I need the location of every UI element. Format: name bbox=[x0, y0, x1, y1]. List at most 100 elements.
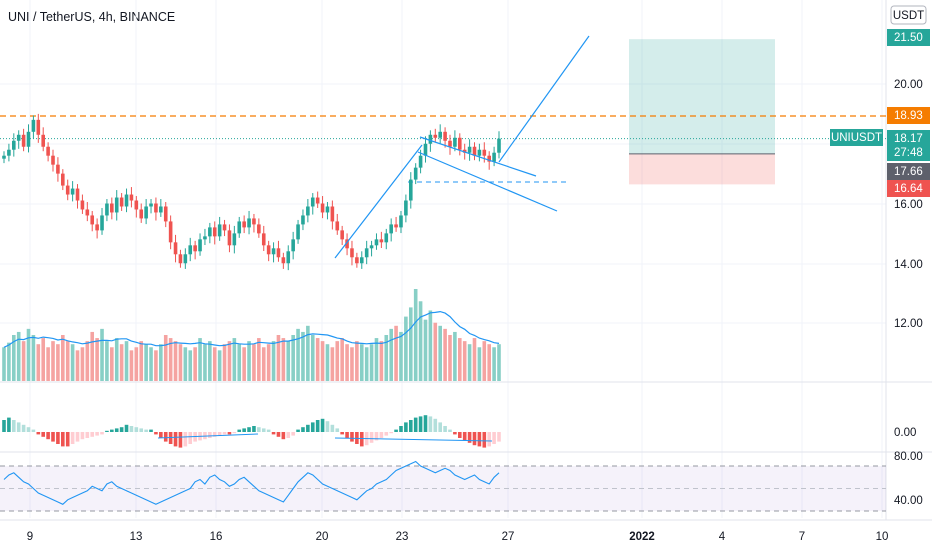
candle-body bbox=[242, 221, 246, 228]
volume-bar bbox=[178, 344, 183, 381]
candle-body bbox=[110, 203, 114, 213]
x-tick-label: 10 bbox=[876, 531, 889, 543]
volume-bar bbox=[379, 341, 384, 381]
macd-histogram-bar bbox=[159, 432, 163, 438]
time-axis[interactable]: 9 13 16 20 23 27 2022 4 7 10 bbox=[27, 531, 889, 543]
volume-bar bbox=[320, 341, 325, 381]
macd-histogram-bar bbox=[286, 432, 291, 438]
volume-bar bbox=[159, 344, 163, 381]
volume-bar bbox=[413, 289, 418, 381]
volume-bar bbox=[193, 347, 197, 381]
volume-bar bbox=[462, 341, 467, 381]
x-tick-label: 7 bbox=[799, 531, 805, 543]
volume-bar bbox=[61, 335, 65, 381]
macd-histogram-bar bbox=[389, 432, 393, 434]
volume-bar bbox=[247, 341, 251, 381]
volume-bar bbox=[217, 350, 222, 381]
symbol-tag bbox=[830, 129, 883, 146]
volume-bar bbox=[222, 344, 227, 381]
trendline-drawings[interactable] bbox=[334, 35, 590, 259]
macd-histogram-bar bbox=[237, 429, 242, 432]
volume-bar bbox=[134, 347, 139, 381]
price-axis[interactable]: USDT 20.00 16.00 14.00 12.00 21.50 18.93 18.17 2… bbox=[830, 5, 930, 507]
macd-histogram-bar bbox=[56, 432, 60, 444]
candle-body bbox=[105, 203, 109, 216]
candle-body bbox=[453, 137, 457, 147]
macd-histogram-bar bbox=[46, 432, 50, 440]
x-tick-label: 4 bbox=[719, 531, 726, 543]
candle-body bbox=[188, 245, 193, 255]
macd-histogram-bar bbox=[2, 420, 6, 432]
candle-body bbox=[80, 200, 85, 210]
x-tick-label: 27 bbox=[502, 531, 515, 543]
macd-histogram-bar bbox=[408, 420, 413, 432]
volume-bar bbox=[394, 325, 398, 381]
macd-divergence-line bbox=[157, 433, 259, 439]
candle-body bbox=[418, 155, 423, 168]
volume-bar bbox=[423, 319, 428, 381]
candle-body bbox=[340, 230, 344, 240]
candle-body bbox=[408, 179, 413, 201]
candle-body bbox=[222, 224, 227, 231]
candle-body bbox=[325, 206, 330, 213]
macd-panel bbox=[2, 415, 501, 448]
volume-bar bbox=[291, 335, 295, 381]
candle-body bbox=[168, 221, 173, 243]
macd-histogram-bar bbox=[404, 422, 408, 432]
volume-bar bbox=[281, 338, 286, 381]
macd-histogram-bar bbox=[208, 432, 212, 438]
volume-bar bbox=[418, 301, 423, 381]
volume-bar bbox=[457, 338, 462, 381]
volume-bar bbox=[335, 341, 340, 381]
volume-bar bbox=[310, 335, 315, 381]
candle-body bbox=[178, 254, 183, 264]
currency-label: USDT bbox=[893, 10, 924, 22]
macd-histogram-bar bbox=[369, 432, 374, 443]
price-tag bbox=[887, 29, 930, 46]
candle-body bbox=[359, 257, 364, 264]
flag-lower-line bbox=[417, 151, 558, 212]
candle-body bbox=[296, 224, 300, 240]
macd-histogram-bar bbox=[178, 432, 183, 448]
candle-body bbox=[124, 194, 129, 207]
price-tag-label: 27:48 bbox=[894, 147, 923, 159]
macd-histogram-bar bbox=[51, 432, 55, 442]
macd-divergence-line bbox=[334, 437, 493, 442]
currency-box bbox=[890, 5, 927, 25]
macd-histogram-bar bbox=[296, 429, 300, 432]
volume-bar bbox=[286, 341, 291, 381]
volume-bar bbox=[389, 328, 393, 381]
candle-body bbox=[247, 218, 251, 228]
macd-histogram-bar bbox=[61, 432, 65, 447]
x-tick-label: 23 bbox=[396, 531, 409, 543]
macd-histogram-bar bbox=[482, 432, 487, 448]
candle-body bbox=[41, 134, 46, 147]
candle-body bbox=[276, 248, 281, 258]
volume-bar bbox=[467, 344, 472, 381]
macd-histogram-bar bbox=[271, 432, 276, 435]
volume-bar bbox=[2, 347, 6, 381]
volume-bar bbox=[482, 341, 487, 381]
candle-body bbox=[301, 215, 305, 225]
candle-body bbox=[252, 218, 256, 225]
macd-histogram-bar bbox=[399, 426, 403, 432]
projection-line bbox=[498, 35, 590, 163]
price-tag bbox=[887, 130, 930, 147]
volume-bar bbox=[315, 338, 320, 381]
macd-histogram-bar bbox=[217, 432, 222, 436]
macd-histogram-bar bbox=[394, 429, 398, 432]
candle-body bbox=[423, 143, 428, 156]
macd-histogram-bar bbox=[110, 429, 114, 432]
macd-histogram-bar bbox=[149, 429, 153, 432]
macd-zero-label: 0.00 bbox=[894, 427, 916, 439]
volume-bar bbox=[208, 341, 212, 381]
macd-histogram-bar bbox=[379, 432, 384, 438]
volume-bar bbox=[227, 341, 232, 381]
x-tick-label: 9 bbox=[27, 531, 33, 543]
volume-bar bbox=[497, 344, 501, 381]
rsi-panel bbox=[0, 460, 886, 512]
candle-body bbox=[198, 239, 202, 252]
volume-bar bbox=[41, 338, 46, 381]
candle-body bbox=[51, 155, 55, 165]
